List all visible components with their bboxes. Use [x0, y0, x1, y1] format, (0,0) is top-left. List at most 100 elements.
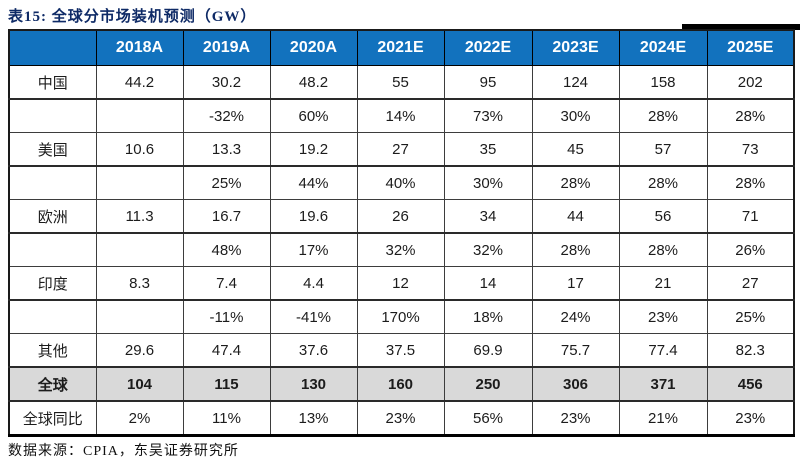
table-row: 全球 104 115 130 160 250 306 371 456	[8, 366, 795, 402]
cell: 55	[356, 65, 445, 100]
table-title: 表15: 全球分市场装机预测（GW）	[8, 9, 257, 25]
row-label	[8, 299, 97, 334]
row-label	[8, 232, 97, 267]
cell: 306	[531, 366, 620, 402]
cell: 27	[706, 266, 795, 301]
cell: 45	[531, 132, 620, 167]
cell: 14%	[356, 98, 445, 133]
cell: 77.4	[618, 333, 708, 368]
table-header: 2018A 2019A 2020A 2021E 2022E 2023E 2024E 2025E	[8, 29, 795, 66]
cell: 17%	[269, 232, 358, 267]
cell: 75.7	[531, 333, 620, 368]
cell: 37.5	[356, 333, 445, 368]
cell: 11.3	[95, 199, 184, 234]
cell: 28%	[706, 98, 795, 133]
table-row: 25% 44% 40% 30% 28% 28% 28%	[8, 165, 795, 200]
row-label: 全球	[8, 366, 97, 402]
table-row: 48% 17% 32% 32% 28% 28% 26%	[8, 232, 795, 267]
cell: 29.6	[95, 333, 184, 368]
cell: 82.3	[706, 333, 795, 368]
cell: 115	[182, 366, 271, 402]
cell: 30%	[443, 165, 533, 200]
cell: 19.2	[269, 132, 358, 167]
cell: 19.6	[269, 199, 358, 234]
cell: 371	[618, 366, 708, 402]
table-row: -11% -41% 170% 18% 24% 23% 25%	[8, 299, 795, 334]
cell	[95, 98, 184, 133]
cell: -11%	[182, 299, 271, 334]
cell: 23%	[618, 299, 708, 334]
table-row: 美国 10.6 13.3 19.2 27 35 45 57 73	[8, 132, 795, 167]
data-source-note: 数据来源：CPIA，东吴证券研究所	[8, 444, 239, 459]
column-header-2023E: 2023E	[531, 29, 620, 66]
cell: 456	[706, 366, 795, 402]
cell: 48.2	[269, 65, 358, 100]
row-label: 美国	[8, 132, 97, 167]
cell: 14	[443, 266, 533, 301]
table-row: 欧洲 11.3 16.7 19.6 26 34 44 56 71	[8, 199, 795, 234]
cell: 30.2	[182, 65, 271, 100]
cell: 28%	[531, 165, 620, 200]
cell: 71	[706, 199, 795, 234]
cell: 18%	[443, 299, 533, 334]
cell: 26	[356, 199, 445, 234]
column-header-2020A: 2020A	[269, 29, 358, 66]
cell: 35	[443, 132, 533, 167]
cell: 28%	[618, 232, 708, 267]
cell: 47.4	[182, 333, 271, 368]
cell: 95	[443, 65, 533, 100]
cell: 28%	[706, 165, 795, 200]
cell: -41%	[269, 299, 358, 334]
cell: 48%	[182, 232, 271, 267]
header-row: 2018A 2019A 2020A 2021E 2022E 2023E 2024E 2025E	[8, 29, 795, 66]
cell: 160	[356, 366, 445, 402]
cell: 12	[356, 266, 445, 301]
row-label	[8, 98, 97, 133]
cell	[95, 299, 184, 334]
cell: 60%	[269, 98, 358, 133]
cell: 8.3	[95, 266, 184, 301]
table-row: 其他 29.6 47.4 37.6 37.5 69.9 75.7 77.4 82.3	[8, 333, 795, 368]
table-row: 中国 44.2 30.2 48.2 55 95 124 158 202	[8, 65, 795, 100]
cell: 4.4	[269, 266, 358, 301]
column-header-2018A: 2018A	[95, 29, 184, 66]
cell: 44	[531, 199, 620, 234]
cell: 44.2	[95, 65, 184, 100]
table-row: -32% 60% 14% 73% 30% 28% 28%	[8, 98, 795, 133]
cell: 73%	[443, 98, 533, 133]
cell: 24%	[531, 299, 620, 334]
cell: 44%	[269, 165, 358, 200]
cell: 202	[706, 65, 795, 100]
cell: 7.4	[182, 266, 271, 301]
cell: 2%	[95, 400, 184, 436]
column-header-2021E: 2021E	[356, 29, 445, 66]
cell: 37.6	[269, 333, 358, 368]
cell: 13.3	[182, 132, 271, 167]
cell: 13%	[269, 400, 358, 436]
cell: 21%	[618, 400, 708, 436]
cell: 32%	[443, 232, 533, 267]
cell: 73	[706, 132, 795, 167]
cell: 40%	[356, 165, 445, 200]
table-row: 全球同比 2% 11% 13% 23% 56% 23% 21% 23%	[8, 400, 795, 436]
row-label: 其他	[8, 333, 97, 368]
top-right-rule	[682, 24, 800, 30]
column-header-2024E: 2024E	[618, 29, 708, 66]
cell: 27	[356, 132, 445, 167]
cell: 23%	[531, 400, 620, 436]
column-header-2019A: 2019A	[182, 29, 271, 66]
column-header-2022E: 2022E	[443, 29, 533, 66]
row-label: 全球同比	[8, 400, 97, 436]
cell: 21	[618, 266, 708, 301]
cell: 28%	[531, 232, 620, 267]
cell: 34	[443, 199, 533, 234]
cell: 104	[95, 366, 184, 402]
row-label	[8, 165, 97, 200]
table-row: 印度 8.3 7.4 4.4 12 14 17 21 27	[8, 266, 795, 301]
cell: 26%	[706, 232, 795, 267]
cell	[95, 232, 184, 267]
cell: 158	[618, 65, 708, 100]
cell: 23%	[706, 400, 795, 436]
cell: 11%	[182, 400, 271, 436]
cell: 28%	[618, 165, 708, 200]
